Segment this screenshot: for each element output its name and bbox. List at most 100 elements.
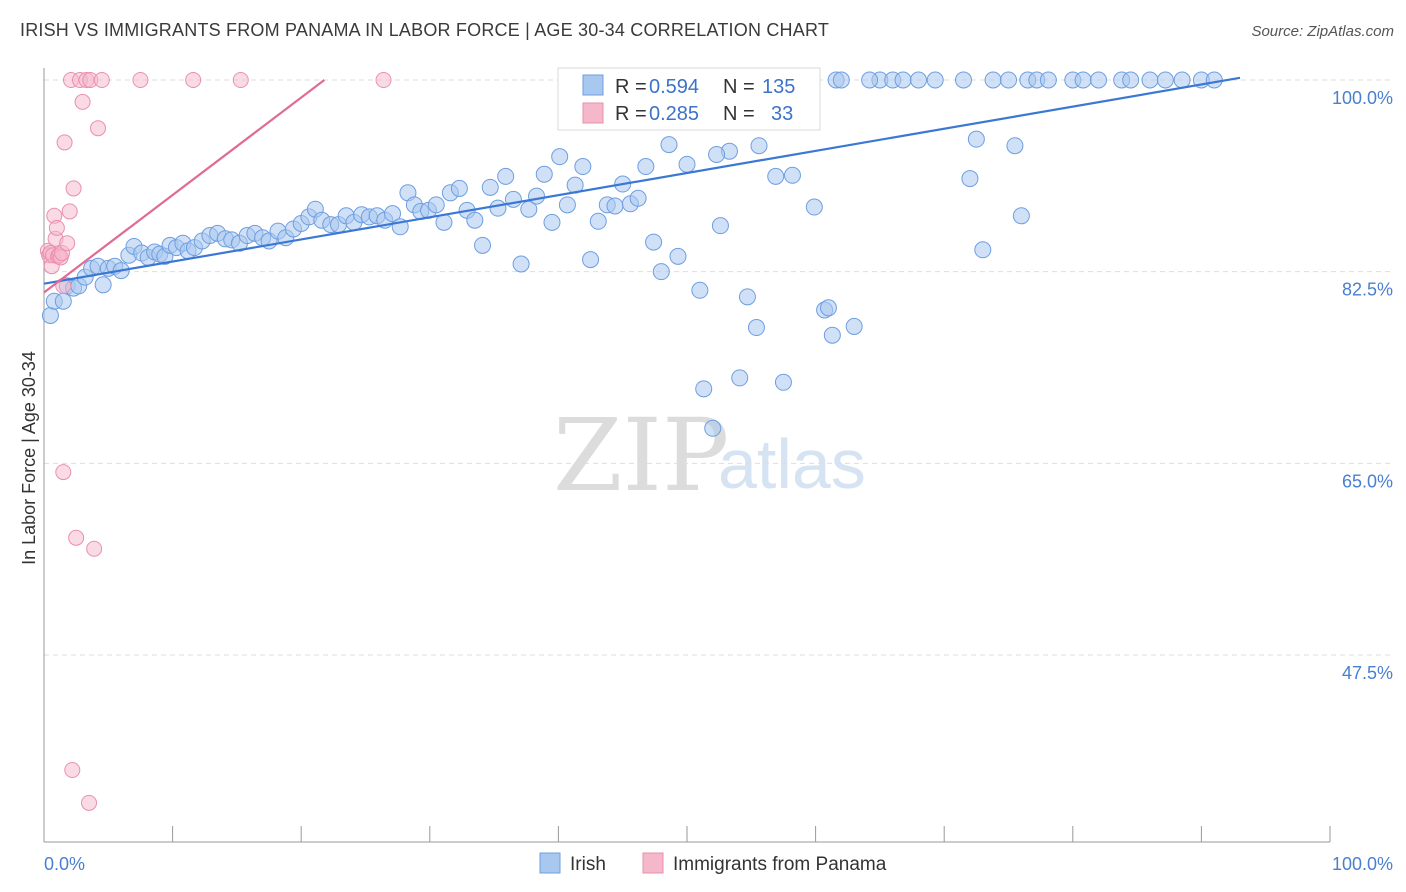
irish-point <box>1205 71 1223 89</box>
panama-point <box>86 540 103 557</box>
irish-point <box>1039 71 1057 89</box>
panama-point <box>65 180 82 197</box>
irish-point <box>747 319 765 337</box>
legend-n-value-panama: 33 <box>771 103 793 125</box>
panama-point <box>132 72 149 88</box>
irish-point <box>961 170 979 188</box>
chart-title: IRISH VS IMMIGRANTS FROM PANAMA IN LABOR… <box>20 20 830 40</box>
irish-point <box>1012 207 1030 225</box>
panama-point <box>61 203 78 220</box>
bottom-legend-swatch-panama <box>642 852 664 874</box>
x-tick-label-max: 100.0% <box>1332 854 1393 874</box>
y-tick-label: 82.5% <box>1342 280 1393 300</box>
irish-point <box>1006 137 1024 155</box>
panama-point <box>64 762 81 778</box>
irish-point <box>1122 71 1140 89</box>
panama-trend-line <box>43 79 326 294</box>
irish-point <box>711 217 729 235</box>
bottom-legend-swatch-irish <box>539 852 561 874</box>
irish-point <box>731 369 749 387</box>
legend-bottom: Irish Immigrants from Panama <box>539 852 887 875</box>
panama-point <box>59 235 76 252</box>
y-axis-title: In Labor Force | Age 30-34 <box>19 351 39 565</box>
irish-point <box>954 71 972 89</box>
irish-point <box>823 326 841 344</box>
irish-point <box>767 167 785 185</box>
irish-point <box>528 187 546 205</box>
irish-point <box>691 281 709 299</box>
panama-point <box>232 72 249 88</box>
legend-n-value-irish: 135 <box>762 76 795 98</box>
legend-r-label-panama: R = <box>615 103 647 125</box>
irish-point <box>1074 71 1092 89</box>
irish-point <box>645 233 663 251</box>
irish-point <box>926 71 944 89</box>
legend-n-label-panama: N = <box>723 103 755 125</box>
legend-n-label-irish: N = <box>723 76 755 98</box>
legend-swatch-panama <box>582 102 604 124</box>
irish-point <box>606 197 624 215</box>
irish-point <box>783 166 801 184</box>
irish-point <box>582 251 600 269</box>
legend-r-value-panama: 0.285 <box>649 103 699 125</box>
irish-point <box>819 299 837 317</box>
irish-point <box>967 130 985 148</box>
irish-point <box>774 373 792 391</box>
irish-point <box>450 179 468 197</box>
irish-point <box>750 137 768 155</box>
panama-point <box>185 72 202 88</box>
irish-point <box>574 158 592 176</box>
irish-point <box>551 148 569 166</box>
chart-source: Source: ZipAtlas.com <box>1251 23 1394 40</box>
irish-point <box>845 317 863 335</box>
panama-point <box>55 464 72 481</box>
irish-point <box>589 212 607 230</box>
panama-point <box>74 93 91 110</box>
y-tick-labels: 47.5% 65.0% 82.5% 100.0% <box>1332 88 1393 683</box>
bottom-legend-label-irish: Irish <box>570 854 606 875</box>
irish-point <box>629 189 647 207</box>
panama-point <box>68 529 85 546</box>
irish-point <box>512 255 530 273</box>
irish-point <box>474 236 492 254</box>
irish-point <box>1090 71 1108 89</box>
x-ticks <box>43 826 1331 842</box>
legend-swatch-irish <box>582 74 604 96</box>
x-tick-label-min: 0.0% <box>44 854 85 874</box>
irish-point <box>427 196 445 214</box>
panama-point <box>81 794 98 811</box>
watermark-zip: ZIP <box>553 397 729 514</box>
panama-point <box>56 134 73 151</box>
irish-point <box>489 199 507 217</box>
irish-point <box>669 247 687 265</box>
irish-point <box>466 211 484 229</box>
legend-r-value-irish: 0.594 <box>649 76 699 98</box>
irish-point <box>832 71 850 89</box>
panama-point <box>375 72 392 88</box>
irish-point <box>1173 71 1191 89</box>
irish-point <box>41 306 59 324</box>
irish-point <box>535 165 553 183</box>
legend-top: R = 0.594 N = 135 R = 0.285 N = 33 <box>557 67 821 131</box>
irish-point <box>637 158 655 176</box>
irish-point <box>543 213 561 231</box>
panama-point <box>90 120 107 137</box>
irish-point <box>94 276 112 294</box>
bottom-legend-label-panama: Immigrants from Panama <box>673 854 887 875</box>
watermark-atlas: atlas <box>718 425 866 503</box>
irish-point <box>861 71 879 89</box>
irish-point <box>652 263 670 281</box>
y-tick-label: 65.0% <box>1342 471 1393 491</box>
irish-point <box>1000 71 1017 89</box>
irish-point <box>54 292 72 310</box>
irish-point <box>738 288 756 306</box>
irish-point <box>974 241 992 259</box>
irish-trend-line <box>43 76 1241 285</box>
grid-lines <box>44 79 1393 656</box>
irish-point <box>678 155 696 173</box>
irish-point <box>1156 71 1174 89</box>
irish-point <box>481 178 499 196</box>
irish-point <box>805 198 823 216</box>
irish-point <box>984 71 1002 89</box>
